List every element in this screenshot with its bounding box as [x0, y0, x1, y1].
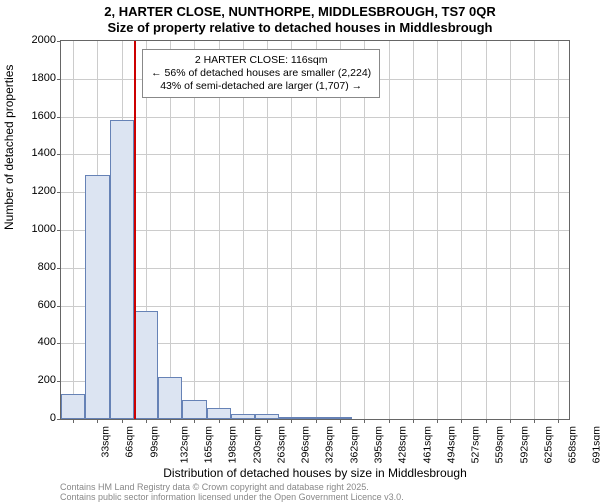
xtick-label: 230sqm — [251, 426, 263, 463]
xtick-mark — [461, 419, 462, 423]
ytick-mark — [57, 154, 61, 155]
ytick-label: 200 — [16, 374, 56, 386]
annotation-line3: 43% of semi-detached are larger (1,707) … — [151, 80, 371, 93]
xtick-label: 263sqm — [275, 426, 287, 463]
ytick-mark — [57, 343, 61, 344]
xtick-mark — [316, 419, 317, 423]
y-axis-label: Number of detached properties — [2, 65, 16, 230]
ytick-mark — [57, 230, 61, 231]
ytick-label: 600 — [16, 299, 56, 311]
histogram-bar — [85, 175, 109, 419]
xtick-label: 362sqm — [348, 426, 360, 463]
xtick-label: 329sqm — [324, 426, 336, 463]
ytick-label: 800 — [16, 261, 56, 273]
xtick-label: 198sqm — [227, 426, 239, 463]
xtick-label: 33sqm — [100, 426, 112, 458]
xtick-mark — [558, 419, 559, 423]
ytick-mark — [57, 419, 61, 420]
chart-title-line2: Size of property relative to detached ho… — [0, 20, 600, 35]
footnote-line2: Contains public sector information licen… — [60, 492, 404, 502]
xtick-label: 691sqm — [591, 426, 600, 463]
annotation-line1: 2 HARTER CLOSE: 116sqm — [151, 54, 371, 67]
xtick-mark — [389, 419, 390, 423]
xtick-label: 165sqm — [203, 426, 215, 463]
xtick-label: 296sqm — [300, 426, 312, 463]
histogram-bar — [110, 120, 134, 419]
xtick-mark — [510, 419, 511, 423]
xtick-mark — [146, 419, 147, 423]
ytick-label: 2000 — [16, 34, 56, 46]
ytick-label: 400 — [16, 336, 56, 348]
xtick-label: 99sqm — [148, 426, 160, 458]
xtick-label: 132sqm — [178, 426, 190, 463]
gridline-v — [510, 41, 511, 419]
ytick-mark — [57, 117, 61, 118]
ytick-label: 1400 — [16, 147, 56, 159]
xtick-mark — [364, 419, 365, 423]
xtick-label: 625sqm — [542, 426, 554, 463]
ytick-label: 1800 — [16, 72, 56, 84]
xtick-mark — [170, 419, 171, 423]
chart-title-line1: 2, HARTER CLOSE, NUNTHORPE, MIDDLESBROUG… — [0, 4, 600, 19]
histogram-bar — [61, 394, 85, 419]
annotation-line2: ← 56% of detached houses are smaller (2,… — [151, 67, 371, 80]
xtick-label: 395sqm — [372, 426, 384, 463]
xtick-label: 592sqm — [518, 426, 530, 463]
ytick-mark — [57, 79, 61, 80]
xtick-mark — [340, 419, 341, 423]
ytick-mark — [57, 268, 61, 269]
xtick-mark — [291, 419, 292, 423]
footnote-line1: Contains HM Land Registry data © Crown c… — [60, 482, 369, 492]
ytick-mark — [57, 192, 61, 193]
xtick-mark — [267, 419, 268, 423]
xtick-label: 66sqm — [124, 426, 136, 458]
ytick-mark — [57, 41, 61, 42]
xtick-mark — [413, 419, 414, 423]
ytick-label: 1200 — [16, 185, 56, 197]
gridline-v — [461, 41, 462, 419]
xtick-label: 461sqm — [421, 426, 433, 463]
xtick-mark — [97, 419, 98, 423]
gridline-v — [437, 41, 438, 419]
ytick-label: 1000 — [16, 223, 56, 235]
xtick-mark — [486, 419, 487, 423]
gridline-v — [389, 41, 390, 419]
annotation-box: 2 HARTER CLOSE: 116sqm ← 56% of detached… — [142, 49, 380, 98]
xtick-mark — [437, 419, 438, 423]
xtick-mark — [122, 419, 123, 423]
ytick-label: 0 — [16, 412, 56, 424]
ytick-mark — [57, 306, 61, 307]
ytick-label: 1600 — [16, 110, 56, 122]
xtick-mark — [73, 419, 74, 423]
gridline-v — [486, 41, 487, 419]
histogram-bar — [207, 408, 231, 419]
histogram-bar — [182, 400, 206, 419]
xtick-mark — [243, 419, 244, 423]
gridline-v — [413, 41, 414, 419]
ytick-mark — [57, 381, 61, 382]
xtick-label: 428sqm — [397, 426, 409, 463]
chart-container: 2, HARTER CLOSE, NUNTHORPE, MIDDLESBROUG… — [0, 0, 600, 500]
xtick-label: 559sqm — [494, 426, 506, 463]
xtick-label: 527sqm — [469, 426, 481, 463]
gridline-v — [73, 41, 74, 419]
marker-line — [134, 41, 136, 419]
gridline-v — [534, 41, 535, 419]
gridline-v — [558, 41, 559, 419]
x-axis-label: Distribution of detached houses by size … — [60, 466, 570, 480]
xtick-mark — [534, 419, 535, 423]
plot-area: 2 HARTER CLOSE: 116sqm ← 56% of detached… — [60, 40, 570, 420]
histogram-bar — [134, 311, 158, 419]
xtick-label: 658sqm — [566, 426, 578, 463]
histogram-bar — [158, 377, 182, 419]
xtick-mark — [219, 419, 220, 423]
xtick-label: 494sqm — [445, 426, 457, 463]
xtick-mark — [194, 419, 195, 423]
